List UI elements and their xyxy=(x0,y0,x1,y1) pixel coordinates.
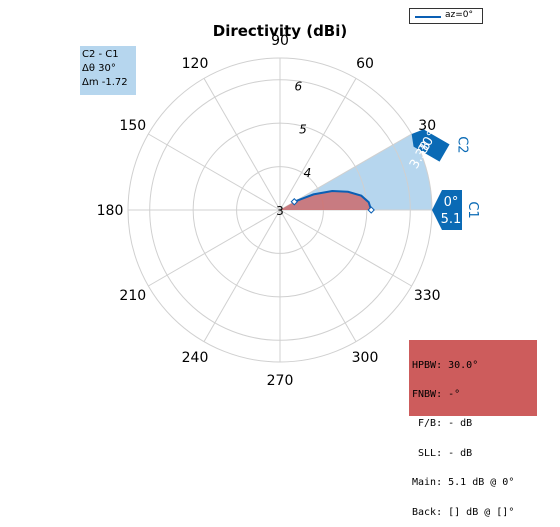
cursor-pointer-shape xyxy=(432,190,462,230)
metric-fnbw: FNBW: -° xyxy=(412,388,461,400)
grid-spoke xyxy=(279,209,412,287)
grid-spoke xyxy=(279,78,357,211)
legend[interactable]: az=0° xyxy=(409,8,483,24)
legend-label: az=0° xyxy=(445,10,474,20)
metric-hpbw: HPBW: 30.0° xyxy=(412,359,479,371)
polar-plot: 03060901201501802102402703003303456 0°5.… xyxy=(97,33,480,389)
angle-tick-label: 120 xyxy=(182,56,209,72)
metric-main: Main: 5.1 dB @ 0° xyxy=(412,477,515,489)
radial-tick-label: 6 xyxy=(295,79,303,93)
angle-span-layer xyxy=(280,134,432,210)
legend-line-swatch xyxy=(415,16,441,18)
radial-tick-label: 4 xyxy=(304,166,312,180)
delta-line-3: Δm -1.72 xyxy=(82,77,128,88)
series-line xyxy=(293,189,373,211)
angle-tick-label: 240 xyxy=(182,350,209,366)
metric-back: Back: [] dB @ []° xyxy=(412,506,515,518)
antenna-metrics-box: HPBW: 30.0° FNBW: -° F/B: - dB SLL: - dB… xyxy=(409,340,537,517)
chart-title: Directivity (dBi) xyxy=(212,22,348,40)
grid-spoke xyxy=(148,133,281,211)
tick-labels: 03060901201501802102402703003303456 xyxy=(97,33,455,389)
main-lobe-fill xyxy=(280,191,372,210)
angle-tick-label: 60 xyxy=(356,56,374,72)
grid-spoke xyxy=(279,209,357,342)
series-point-marker xyxy=(290,198,298,206)
series-point-marker xyxy=(367,206,375,214)
cursor-angle-text: 0° xyxy=(444,195,459,210)
series-layer xyxy=(280,189,375,214)
metric-sll: SLL: - dB xyxy=(412,447,473,459)
cursor-c1: 0° 5.1C1 xyxy=(432,190,480,230)
cursor-value-text: 5.1 xyxy=(441,212,462,227)
delta-line-1: C2 - C1 xyxy=(82,49,119,60)
radial-tick-label: 5 xyxy=(299,123,307,137)
delta-line-2: Δθ 30° xyxy=(82,63,116,74)
angle-tick-label: 330 xyxy=(414,288,441,304)
angle-tick-label: 270 xyxy=(267,373,294,389)
angle-tick-label: 210 xyxy=(119,288,146,304)
grid-spoke xyxy=(203,209,281,342)
angle-tick-label: 180 xyxy=(97,203,124,219)
cursor-delta-box: C2 - C1 Δθ 30° Δm -1.72 xyxy=(80,46,136,95)
grid-spoke xyxy=(203,78,281,211)
angle-tick-label: 300 xyxy=(352,350,379,366)
cursor-name-label: C2 xyxy=(454,136,469,153)
metric-fb: F/B: - dB xyxy=(412,418,473,430)
angle-tick-label: 150 xyxy=(119,118,146,134)
radial-tick-label: 3 xyxy=(276,204,284,218)
polar-grid xyxy=(127,57,433,363)
angle-tick-label: 90 xyxy=(271,33,289,49)
cursor-name-label: C1 xyxy=(465,201,480,218)
angle-span-shade xyxy=(280,134,432,210)
grid-spoke xyxy=(148,209,281,287)
grid-spoke xyxy=(279,133,412,211)
cursor-pointer-shape xyxy=(411,129,450,162)
